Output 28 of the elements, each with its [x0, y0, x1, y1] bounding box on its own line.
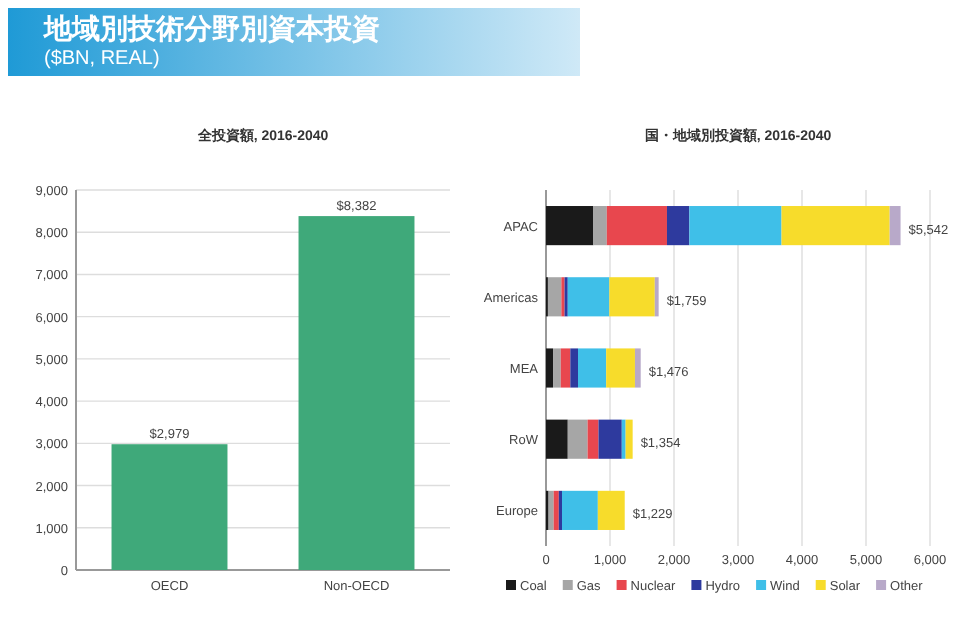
bar: [606, 348, 635, 388]
bar: [634, 348, 641, 388]
bar: [560, 348, 571, 388]
bar: [570, 348, 578, 388]
text: ($BN, REAL): [44, 48, 160, 70]
bar: [597, 490, 625, 530]
bar: [587, 419, 599, 459]
text: 地域別技術分野別資本投資: [42, 12, 380, 44]
bar: [781, 206, 890, 246]
bar: [889, 206, 901, 246]
bar: [553, 490, 559, 530]
bar: [548, 490, 554, 530]
bar: [666, 206, 690, 246]
bar: [609, 277, 655, 317]
bar: [598, 419, 622, 459]
bar: [546, 419, 568, 459]
bar: [689, 206, 782, 246]
bar: [546, 206, 594, 246]
bar: [546, 348, 554, 388]
bar: [606, 206, 667, 246]
bar: [562, 490, 598, 530]
bar: [547, 277, 562, 317]
bar: [567, 419, 588, 459]
bar: [553, 348, 561, 388]
bar: [578, 348, 607, 388]
bar: [567, 277, 610, 317]
bar: [625, 419, 633, 459]
bar: [593, 206, 607, 246]
